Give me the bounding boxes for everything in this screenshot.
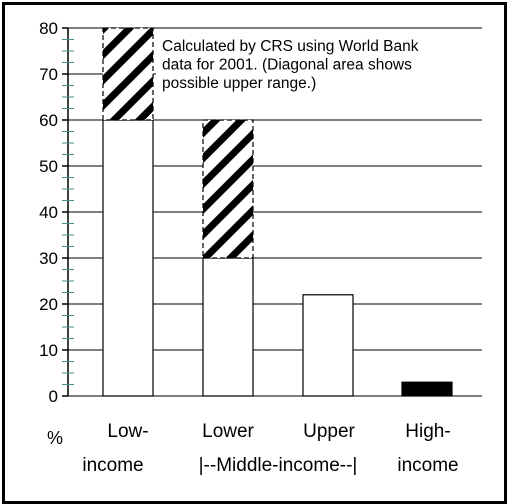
category-label-bottom-0: income [82,455,143,476]
category-labels: Low- Lower Upper High-income |--Middle-incom… [47,421,459,476]
y-tick-label: 70 [39,65,58,84]
y-tick-label: 60 [39,111,58,130]
annotation-box: Calculated by CRS using World Bank data f… [156,32,494,98]
y-unit-label: % [47,428,63,448]
y-axis: 0 10 20 30 40 50 60 70 80 [39,19,74,406]
category-label-top-0: Low- [107,421,148,442]
annotation-background [156,32,494,98]
annotation-line-2: data for 2001. (Diagonal area shows [162,57,412,74]
category-label-top-2: Upper [303,421,355,442]
bar-0 [102,119,154,397]
bar-1 [202,257,254,397]
y-tick-label: 50 [39,157,58,176]
bars [102,27,453,397]
category-label-bottom-1: |--Middle-income--| [199,455,358,476]
category-label-top-3: High- [405,421,450,442]
y-tick-label: 30 [39,249,58,268]
y-tick-label: 0 [49,387,58,406]
y-tick-label: 40 [39,203,58,222]
category-label-bottom-2: income [397,455,458,476]
y-tick-label: 80 [39,19,58,38]
annotation-line-3: possible upper range.) [162,75,316,92]
annotation-line-1: Calculated by CRS using World Bank [162,38,419,55]
upper-range-bar-0 [102,27,154,121]
bar-3 [401,381,453,397]
bar-2 [302,294,354,397]
y-tick-label: 20 [39,295,58,314]
upper-range-bar-1 [202,119,254,259]
category-label-top-1: Lower [202,421,254,442]
y-tick-label: 10 [39,341,58,360]
